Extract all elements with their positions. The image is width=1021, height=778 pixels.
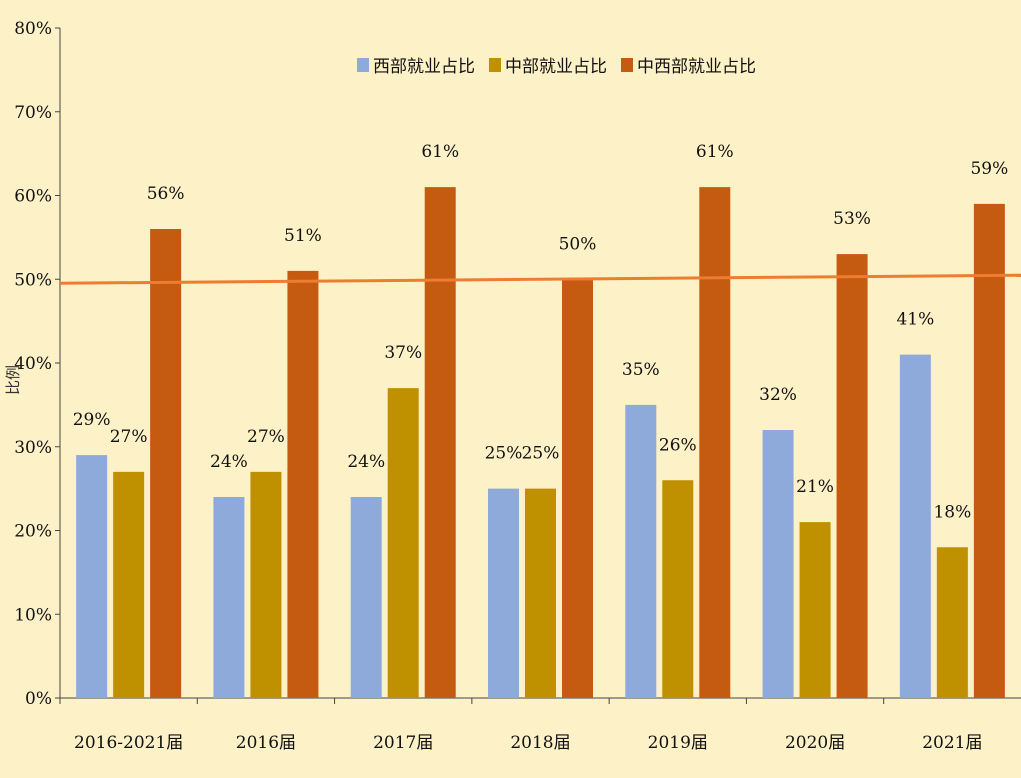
data-label: 59% [970,159,1008,179]
y-tick-label: 40% [14,354,52,374]
data-label: 27% [247,427,285,447]
data-label: 35% [622,360,660,380]
data-label: 37% [384,343,422,363]
bar [76,455,108,698]
y-tick-label: 0% [25,689,52,709]
bar [973,203,1005,698]
y-tick-label: 10% [14,605,52,625]
bar [350,497,382,698]
x-tick-label: 2016-2021届 [74,733,183,753]
data-label: 21% [796,477,834,497]
y-tick-label: 70% [14,103,52,123]
data-label: 53% [833,209,871,229]
bar [762,430,794,698]
legend-swatch [621,58,633,72]
data-label: 25% [485,444,523,464]
bar [424,187,456,698]
data-label: 41% [896,310,934,330]
bar [150,229,182,698]
x-tick-label: 2016届 [236,733,296,753]
legend-label: 西部就业占比 [373,57,475,77]
axes: 0% 10% 20% 30% 40% 50% 60% 70% 80% 2016-2021届 2016… [14,19,1021,753]
bar [287,270,319,698]
data-label: 18% [933,502,971,522]
x-tick-label: 2017届 [373,733,433,753]
data-label: 50% [559,234,597,254]
y-axis-label: 比例 [4,365,22,395]
data-label: 61% [421,142,459,162]
legend-label: 中部就业占比 [505,57,607,77]
y-tick-label: 80% [14,19,52,39]
bar [562,279,593,698]
bar [250,471,282,698]
reference-line [59,273,1021,285]
legend-label: 中西部就业占比 [637,57,756,77]
bar [488,488,519,698]
legend: 西部就业占比 中部就业占比 中西部就业占比 [357,57,756,77]
data-label: 27% [110,427,148,447]
y-tick-label: 50% [14,270,52,290]
data-labels: 29%27%56%24%27%51%24%37%61%25% 25%50%35%2… [73,142,1009,522]
bar [625,404,657,698]
y-tick-label: 60% [14,187,52,207]
bar [525,488,556,698]
data-label: 24% [210,452,248,472]
x-tick-label: 2018届 [510,733,570,753]
data-label: 32% [759,385,797,405]
y-tick-label: 30% [14,438,52,458]
legend-swatch [489,58,501,72]
legend-swatch [357,58,369,72]
data-label: 29% [73,410,111,430]
bar [113,471,145,698]
bar [213,497,245,698]
bar [836,254,868,698]
data-label: 24% [347,452,385,472]
bar [662,480,694,698]
x-tick-label: 2020届 [785,733,845,753]
y-tick-label: 20% [14,522,52,542]
reference-line-group [59,273,1021,285]
x-tick-label: 2021届 [922,733,982,753]
data-label: 51% [284,226,322,246]
data-label: 26% [659,435,697,455]
bar [936,547,968,698]
data-label: 56% [147,184,185,204]
bar [387,388,419,698]
data-label: 25% [522,444,560,464]
bar [899,354,931,698]
bar [699,187,731,698]
x-tick-label: 2019届 [648,733,708,753]
bars [76,187,1005,698]
data-label: 61% [696,142,734,162]
bar [799,522,831,698]
